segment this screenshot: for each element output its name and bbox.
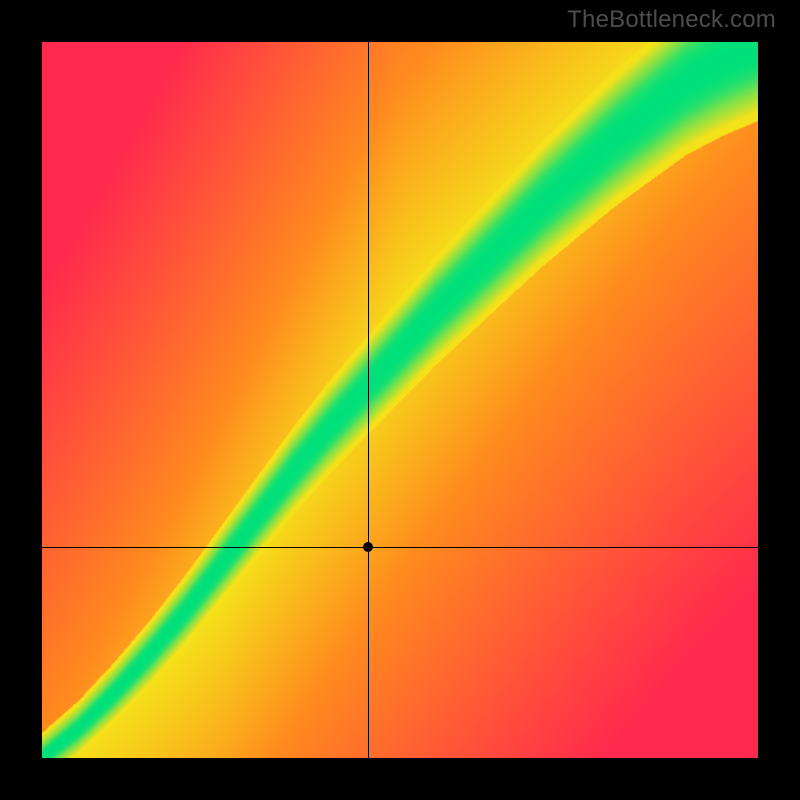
crosshair-marker — [363, 542, 373, 552]
heatmap-canvas — [42, 42, 758, 758]
chart-frame: TheBottleneck.com — [0, 0, 800, 800]
crosshair-vertical — [368, 42, 369, 758]
watermark-text: TheBottleneck.com — [567, 6, 776, 34]
crosshair-horizontal — [42, 547, 758, 548]
